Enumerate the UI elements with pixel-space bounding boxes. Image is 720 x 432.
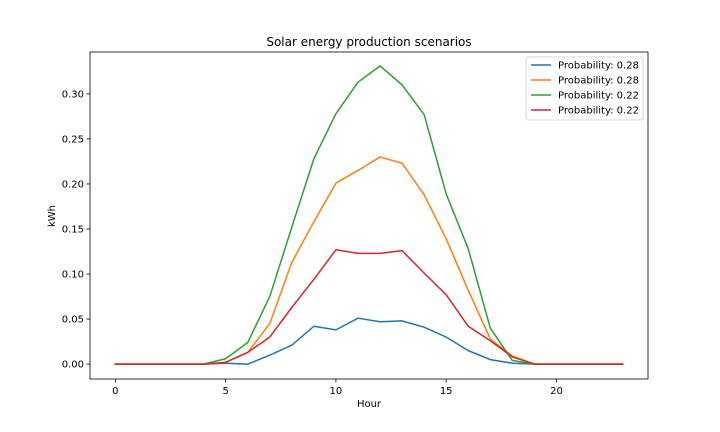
chart-title: Solar energy production scenarios [266, 35, 471, 49]
x-tick-label: 20 [550, 386, 563, 397]
x-tick-label: 15 [440, 386, 453, 397]
x-axis-ticks: 0 5 10 15 20 [112, 379, 563, 397]
series-lines [114, 65, 624, 365]
legend-label-4: Probability: 0.22 [558, 106, 639, 117]
x-tick-label: 10 [330, 386, 343, 397]
y-tick-label: 0.00 [62, 360, 84, 371]
legend-label-2: Probability: 0.28 [558, 76, 639, 87]
y-axis-ticks: 0.00 0.05 0.10 0.15 0.20 0.25 0.30 [62, 89, 90, 371]
y-tick-label: 0.20 [62, 179, 84, 190]
x-axis-label: Hour [357, 399, 382, 410]
legend-label-3: Probability: 0.22 [558, 91, 639, 102]
legend: Probability: 0.28 Probability: 0.28 Probab… [525, 56, 644, 121]
y-tick-label: 0.30 [62, 89, 84, 100]
legend-label-1: Probability: 0.28 [558, 61, 639, 72]
plot-frame [89, 51, 649, 380]
y-tick-label: 0.15 [62, 225, 84, 236]
y-axis-label: kWh [47, 205, 58, 227]
x-tick-label: 0 [112, 386, 118, 397]
x-tick-label: 5 [222, 386, 228, 397]
legend-box [525, 56, 644, 121]
y-tick-label: 0.25 [62, 134, 84, 145]
series-line-4 [114, 248, 624, 365]
y-tick-label: 0.10 [62, 270, 84, 281]
y-tick-label: 0.05 [62, 315, 84, 326]
